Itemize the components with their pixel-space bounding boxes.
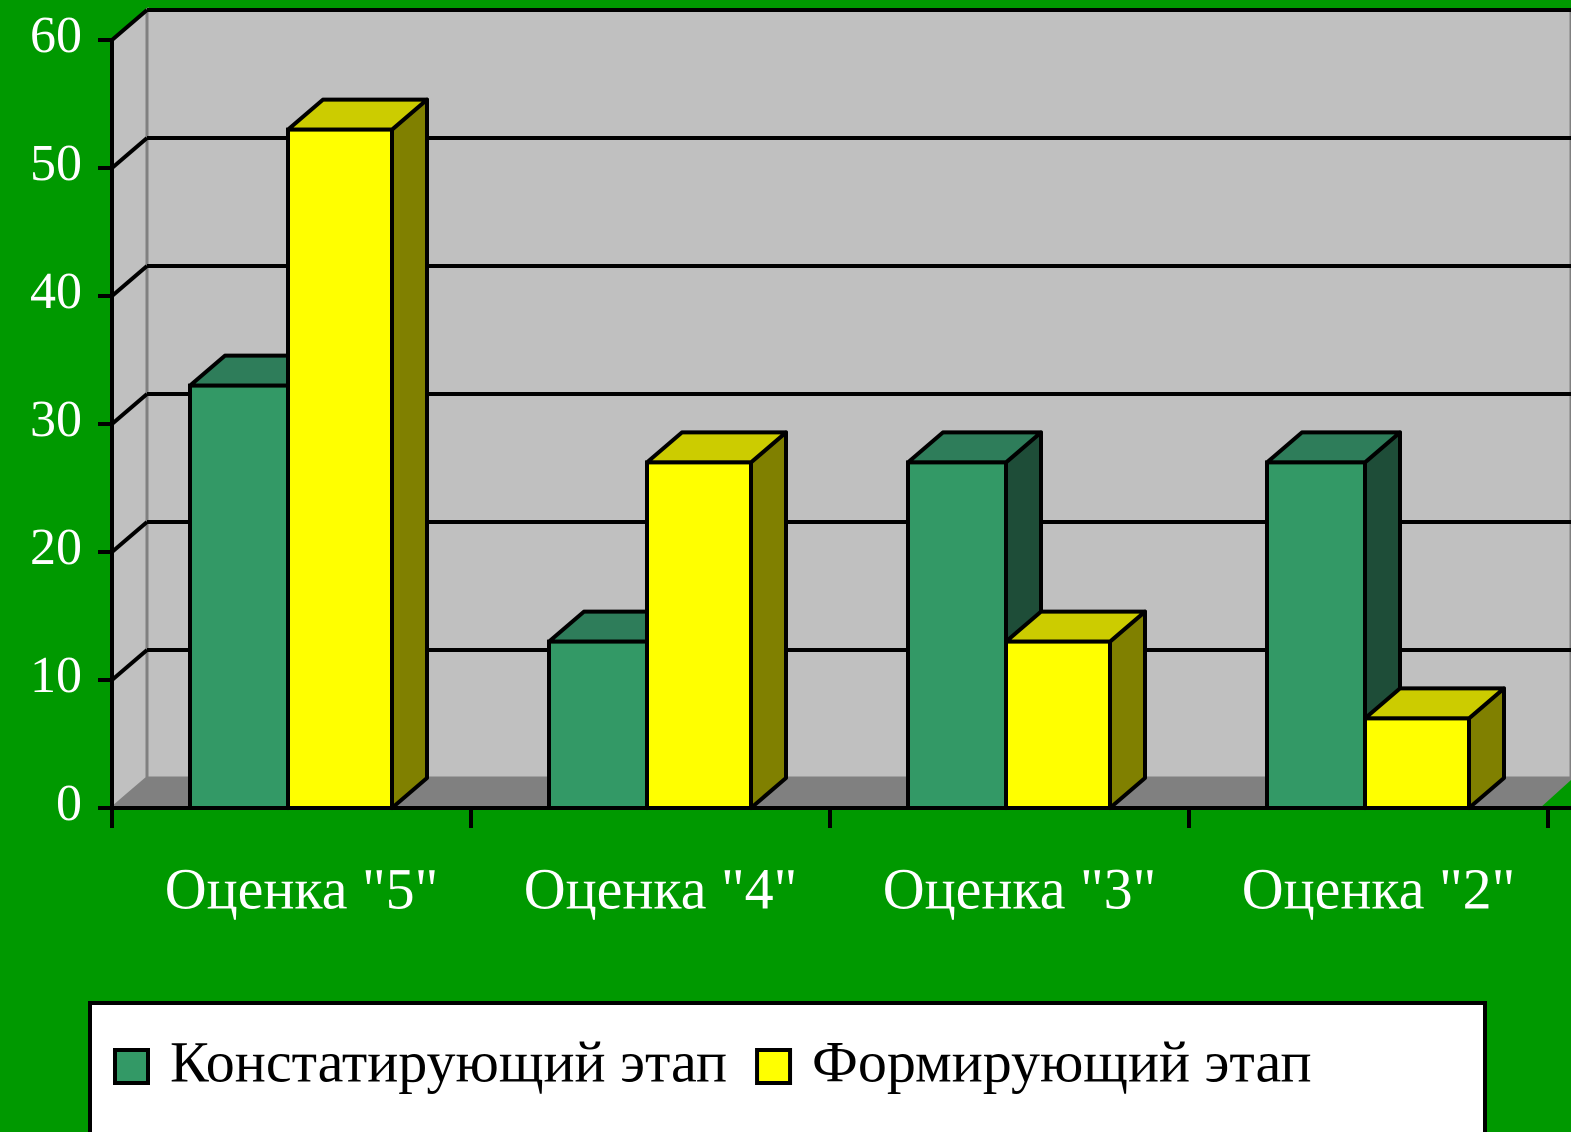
grid-line-side [110, 392, 149, 426]
bar-side [390, 97, 429, 810]
y-tick-label: 50 [30, 135, 82, 192]
grid-line-side [110, 8, 149, 42]
x-tick-label: Оценка "3" [883, 856, 1157, 921]
grid-line-side [110, 520, 149, 554]
bar [1265, 460, 1367, 810]
grid-line-side [110, 264, 149, 298]
bar [547, 639, 649, 810]
bar [906, 460, 1008, 810]
bar-side [1108, 609, 1147, 810]
x-tick-label: Оценка "4" [524, 856, 798, 921]
bar [1363, 716, 1471, 811]
y-tick-label: 40 [30, 263, 82, 320]
bar-side [749, 430, 788, 810]
x-tick-label: Оценка "5" [165, 856, 439, 921]
y-tick-label: 0 [56, 775, 82, 832]
bar [1004, 639, 1112, 810]
bar [188, 383, 290, 810]
legend-label: Формирующий этап [812, 1029, 1311, 1094]
floor [112, 778, 1571, 808]
grid-line-side [110, 136, 149, 170]
y-tick-label: 10 [30, 647, 82, 704]
bar [286, 127, 394, 811]
y-tick-label: 60 [30, 7, 82, 64]
x-tick-label: Оценка "2" [1242, 856, 1516, 921]
legend-key [755, 1048, 793, 1085]
legend-key [113, 1048, 150, 1085]
legend-label: Констатирующий этап [170, 1029, 727, 1094]
bar [645, 460, 753, 810]
grid-line-side [110, 648, 149, 682]
y-tick-label: 30 [30, 391, 82, 448]
y-tick-label: 20 [30, 519, 82, 576]
